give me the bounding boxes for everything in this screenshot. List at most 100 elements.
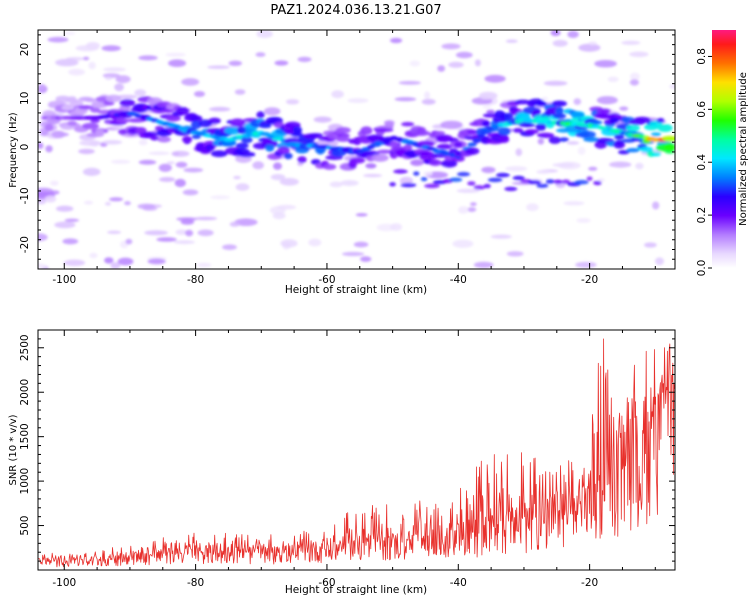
heatmap-cell-4 [175,161,188,168]
heatmap-cell-47 [233,175,241,180]
heatmap-cell-494 [322,163,337,170]
heatmap-cell-807 [496,172,510,178]
heatmap-cell-795 [400,182,417,188]
heatmap-cell-156 [147,258,166,265]
heatmap-cell-662 [516,111,530,120]
heatmap-cell-129 [209,106,231,112]
heatmap-cell-754 [621,138,636,143]
heatmap-cell-243 [394,97,417,102]
heatmap-cell-167 [103,67,126,72]
heatmap-cell-593 [436,143,453,150]
heatmap-cell-579 [417,140,435,147]
heatmap-cell-803 [467,181,476,186]
heatmap-cell-219 [575,261,597,268]
heatmap-cell-679 [535,100,547,107]
heatmap-cell-359 [165,115,181,122]
heatmap-cell-45 [482,104,492,109]
heatmap-cell-185 [308,238,322,247]
heatmap-cell-159 [148,151,170,155]
heatmap-cell-0 [138,55,158,61]
heatmap-cell-458 [283,152,293,160]
snr-series-line [38,338,675,568]
heatmap-cell-208 [347,98,369,103]
heatmap-cell-370 [182,136,193,143]
heatmap-cell-154 [165,52,186,57]
heatmap-cell-14 [228,60,242,66]
heatmap-cell-124 [609,161,632,168]
colorbar-tick-label: 0.4 [696,154,708,171]
heatmap-cell-29 [156,237,177,242]
heatmap-cell-586 [428,159,442,166]
spectrogram-ylabel: Frequency (Hz) [8,112,19,188]
heatmap-cell-649 [504,112,514,120]
heatmap-cell-225 [594,60,617,68]
heatmap-cell-48 [629,72,640,81]
heatmap-cell-797 [420,176,428,182]
colorbar-tick-label: 0.0 [696,260,708,277]
heatmap-cell-726 [589,120,603,125]
heatmap-cell-65 [437,65,446,72]
heatmap-cell-815 [561,179,571,184]
snr-xlabel: Height of straight line (km) [285,584,427,596]
heatmap-cell-227 [360,256,372,262]
heatmap-cell-281 [78,105,94,110]
heatmap-cell-40 [107,230,122,234]
heatmap-cell-471 [297,156,307,164]
heatmap-cell-186 [166,161,175,165]
spectrogram-xlabel: Height of straight line (km) [285,284,427,296]
heatmap-cell-150 [515,148,523,157]
x-tick-label: -20 [581,577,598,589]
heatmap-cell-547 [383,120,395,126]
heatmap-cell-689 [548,136,561,144]
heatmap-cell-96 [467,207,477,213]
heatmap-cell-481 [308,133,323,138]
heatmap-cell-434 [256,111,265,119]
colorbar: 0.0 0.2 0.4 0.6 0.8 Normalized spectral ampl… [696,30,749,276]
heatmap-cell-804 [473,185,486,190]
heatmap-cell-757 [626,124,640,132]
x-tick-label: -100 [52,274,76,286]
spectrogram-heatmap [38,30,675,269]
heatmap-cell-68 [255,52,266,57]
heatmap-cell-398 [210,150,228,158]
heatmap-cell-811 [527,180,542,185]
heatmap-cell-259 [51,130,66,139]
heatmap-cell-812 [536,183,549,188]
heatmap-cell-66 [168,59,187,67]
heatmap-cell-41 [63,259,86,267]
heatmap-cell-224 [607,76,619,83]
heatmap-cell-94 [110,262,121,269]
heatmap-cell-105 [210,195,231,200]
heatmap-cell-38 [577,146,586,155]
x-tick-label: -100 [52,577,76,589]
heatmap-cell-318 [119,99,136,107]
y-tick-label: 1000 [19,468,31,495]
heatmap-cell-93 [490,234,512,239]
heatmap-cell-677 [535,122,547,131]
heatmap-cell-758 [626,148,640,153]
heatmap-cell-551 [389,140,398,149]
heatmap-cell-176 [543,80,568,86]
heatmap-cell-136 [399,176,413,185]
heatmap-cell-574 [416,126,427,135]
heatmap-cell-465 [290,132,304,138]
heatmap-cell-463 [284,137,302,145]
heatmap-cell-233 [138,159,157,165]
heatmap-cell-98 [158,163,172,172]
heatmap-cell-367 [176,106,189,116]
heatmap-cell-138 [578,43,601,52]
heatmap-cell-635 [482,113,499,118]
heatmap-cell-52 [110,124,125,129]
x-tick-label: -80 [187,577,204,589]
heatmap-cell-786 [657,124,673,132]
heatmap-cell-57 [47,36,69,43]
heatmap-cell-203 [424,91,431,100]
heatmap-cell-23 [470,202,477,207]
heatmap-cell-629 [481,120,491,127]
heatmap-cell-22 [193,91,206,97]
heatmap-cell-173 [552,162,575,168]
heatmap-cell-139 [456,188,480,193]
heatmap-cell-226 [45,145,53,153]
heatmap-cell-142 [89,252,98,259]
heatmap-cell-132 [629,51,649,58]
